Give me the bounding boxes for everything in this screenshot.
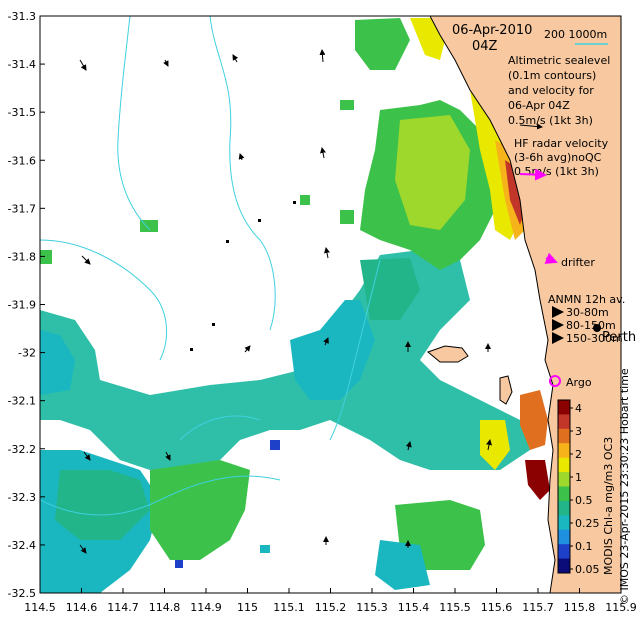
x-tick-label: 114.6 (66, 601, 98, 614)
colorbar-swatch (558, 544, 570, 560)
y-tick-label: -31.6 (8, 154, 36, 167)
x-tick-label: 115.4 (398, 601, 430, 614)
altimetry-legend-line: 06-Apr 04Z (508, 99, 570, 112)
x-tick-label: 114.9 (190, 601, 222, 614)
colorbar-swatch (558, 457, 570, 473)
altimetry-legend-line: and velocity for (508, 84, 594, 97)
y-axis: -31.3 -31.4 -31.5 -31.6 -31.7 -31.8 -31.9 -32 -3… (8, 10, 45, 600)
drifter-symbol (544, 252, 558, 264)
y-tick-label: -31.5 (8, 106, 36, 119)
scale-bar-label: 200 1000m (544, 28, 607, 41)
y-tick-label: -32 (18, 347, 36, 360)
hf-legend-line: (3-6h avg)noQC (514, 151, 602, 164)
x-tick-label: 115 (237, 601, 258, 614)
rottnest-island (427, 345, 469, 363)
x-tick-label: 114.7 (107, 601, 139, 614)
colorbar-swatch (558, 414, 570, 430)
perth-marker (593, 324, 601, 332)
colorbar-swatch (558, 443, 570, 459)
x-tick-label: 115.2 (315, 601, 347, 614)
colorbar-swatch (558, 529, 570, 545)
map-time: 04Z (472, 39, 498, 54)
y-tick-label: -31.8 (8, 250, 36, 263)
colorbar-swatch (558, 558, 570, 574)
velocity-arrows (79, 49, 492, 554)
y-tick-label: -31.7 (8, 202, 36, 215)
colorbar-frame (557, 399, 571, 574)
altimetry-legend-line: Altimetric sealevel (508, 54, 610, 67)
altimetry-legend-line: 0.5m/s (1kt 3h) (508, 114, 593, 127)
hf-legend-line: HF radar velocity (514, 137, 609, 150)
anmn-label: 150-300m (566, 332, 623, 345)
anmn-title: ANMN 12h av. (548, 293, 625, 306)
y-tick-label: -32.3 (8, 491, 36, 504)
colorbar-tick-label: 2 (575, 448, 582, 461)
colorbar-swatch (558, 472, 570, 487)
anmn-label: 30-80m (566, 306, 609, 319)
y-tick-label: -32.2 (8, 443, 36, 456)
y-tick-label: -31.4 (8, 58, 36, 71)
altimetry-legend-line: (0.1m contours) (508, 69, 596, 82)
y-tick-label: -31.9 (8, 299, 36, 312)
colorbar-tick-label: 0.5 (575, 494, 593, 507)
x-tick-label: 115.6 (481, 601, 513, 614)
y-tick-label: -32.4 (8, 539, 36, 552)
colorbar-tick-label: 0.05 (575, 563, 600, 576)
x-tick-label: 115.7 (522, 601, 554, 614)
x-tick-label: 114.5 (24, 601, 56, 614)
altimetry-scale-arrow (519, 123, 543, 130)
land-mass (429, 16, 621, 593)
garden-island (499, 375, 513, 405)
colorbar-tick-label: 3 (575, 425, 582, 438)
colorbar-swatch (558, 486, 570, 502)
x-tick-label: 115.9 (605, 601, 637, 614)
colorbar-tick-label: 4 (575, 402, 582, 415)
x-axis: 114.5 114.6 114.7 114.8 114.9 115 115.1 115.2 11… (24, 588, 637, 614)
colorbar-tick-label: 0.25 (575, 517, 600, 530)
y-tick-label: -31.3 (8, 10, 36, 23)
x-tick-label: 114.8 (149, 601, 181, 614)
hf-scale-arrow (519, 168, 547, 181)
y-tick-label: -32.1 (8, 395, 36, 408)
anmn-label: 80-150m (566, 319, 616, 332)
perth-label: Perth (602, 330, 636, 345)
x-tick-label: 115.5 (439, 601, 471, 614)
x-tick-label: 115.3 (356, 601, 388, 614)
hf-legend-line: 0.5m/s (1kt 3h) (514, 165, 599, 178)
y-tick-label: -32.5 (8, 587, 36, 600)
x-tick-label: 115.1 (273, 601, 305, 614)
argo-label: Argo (566, 376, 592, 389)
colorbar-tick-label: 1 (575, 471, 582, 484)
mooring-dots (190, 201, 296, 351)
colorbar-swatch (558, 515, 570, 531)
drifter-label: drifter (561, 256, 595, 269)
colorbar-label: MODIS Chl-a mg/m3 OC3 (602, 437, 615, 575)
credit-text: © IMOS 23-Apr-2015 23:30:23 Hobart time (618, 368, 631, 605)
colorbar-swatch (558, 400, 570, 415)
colorbar-swatch (558, 428, 570, 444)
sealevel-contours (40, 16, 381, 516)
altimetry-legend: Altimetric sealevel (0.1m contours) and ve… (508, 54, 610, 127)
colorbar-tick-label: 0.1 (575, 540, 593, 553)
colorbar: 4 3 2 1 0.5 0.25 0.1 0.05 (557, 399, 600, 576)
x-tick-label: 115.8 (564, 601, 596, 614)
map-date: 06-Apr-2010 (452, 23, 532, 38)
colorbar-swatch (558, 500, 570, 516)
argo-marker (549, 375, 561, 387)
